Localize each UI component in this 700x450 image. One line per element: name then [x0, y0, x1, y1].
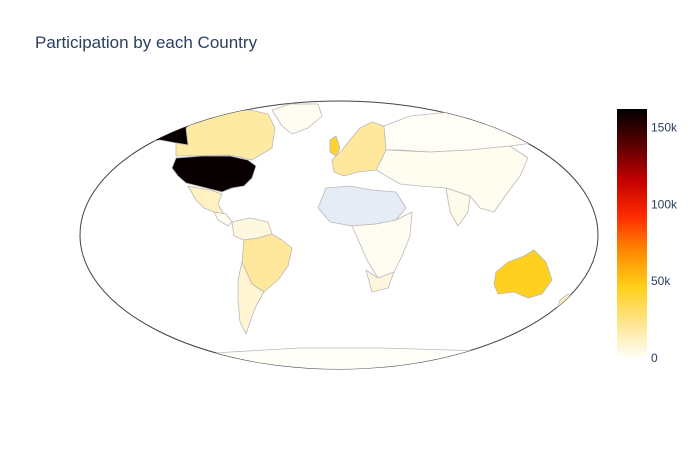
- chart-title: Participation by each Country: [35, 33, 258, 52]
- colorbar-tick-label: 150k: [651, 120, 678, 134]
- colorbar-tick-label: 0: [651, 351, 658, 365]
- region-canada[interactable]: [175, 109, 276, 161]
- colorbar: [617, 109, 647, 358]
- region-africa[interactable]: [351, 211, 413, 279]
- region-india[interactable]: [445, 187, 471, 227]
- colorbar-tick-label: 50k: [651, 274, 671, 288]
- region-africa-sahel[interactable]: [317, 185, 407, 227]
- region-asia[interactable]: [375, 145, 529, 213]
- region-southern-cone[interactable]: [237, 261, 265, 335]
- region-alaska[interactable]: [139, 119, 191, 146]
- region-australia[interactable]: [493, 249, 553, 299]
- colorbar-tick-label: 100k: [651, 197, 678, 211]
- region-greenland[interactable]: [271, 103, 323, 135]
- region-united-states[interactable]: [171, 155, 257, 193]
- region-united-kingdom[interactable]: [329, 135, 341, 157]
- region-antarctica[interactable]: [159, 347, 541, 380]
- colorbar-ticks: 150k 100k 50k 0: [651, 120, 678, 365]
- region-south-africa[interactable]: [365, 269, 395, 293]
- region-central-america[interactable]: [213, 211, 233, 227]
